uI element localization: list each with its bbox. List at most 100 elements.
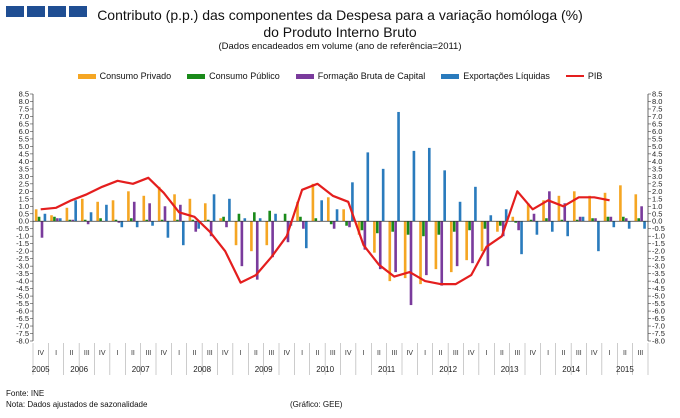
bar-forma-o-bruta-de-capital-26 <box>440 221 444 286</box>
year-label-2012: 2012 <box>439 365 457 374</box>
bar-consumo-privado-7 <box>142 195 146 222</box>
bar-exporta-es-l-quidas-35 <box>581 216 585 222</box>
y-tick-label-right: 2.5 <box>652 179 662 188</box>
quarter-label-9: I <box>178 350 180 357</box>
bar-consumo-p-blico-31 <box>514 221 518 223</box>
chart-subtitle: (Dados encadeados em volume (ano de refe… <box>218 41 462 52</box>
bar-exporta-es-l-quidas-4 <box>105 204 108 222</box>
y-tick-label-left: 0.0 <box>19 217 29 226</box>
y-tick-label-left: -0.5 <box>16 224 29 233</box>
bar-consumo-privado-33 <box>542 200 545 222</box>
legend-pib: PIB <box>565 71 603 81</box>
y-tick-label-right: -5.0 <box>652 292 665 301</box>
bar-forma-o-bruta-de-capital-1 <box>56 218 59 222</box>
bar-forma-o-bruta-de-capital-20 <box>348 221 351 228</box>
quarter-label-14: II <box>254 350 258 357</box>
bar-consumo-p-blico-33 <box>545 218 548 222</box>
quarter-label-21: I <box>363 350 365 357</box>
quarter-label-33: I <box>547 350 549 357</box>
bar-exporta-es-l-quidas-27 <box>458 201 462 222</box>
y-tick-label-right: 4.0 <box>652 157 662 166</box>
quarter-label-37: I <box>609 350 611 357</box>
y-tick-label-left: 1.0 <box>19 202 29 211</box>
y-tick-label-left: 3.0 <box>19 172 29 181</box>
bar-consumo-privado-26 <box>434 221 438 270</box>
y-tick-label-right: -7.5 <box>652 329 665 338</box>
y-tick-label-left: -4.0 <box>16 277 29 286</box>
bar-forma-o-bruta-de-capital-35 <box>578 216 582 222</box>
quarter-label-3: III <box>84 350 90 357</box>
quarter-label-25: I <box>424 350 426 357</box>
bar-consumo-p-blico-19 <box>329 221 333 225</box>
quarter-label-24: IV <box>406 350 413 357</box>
year-label-2011: 2011 <box>378 365 396 374</box>
bar-forma-o-bruta-de-capital-31 <box>517 221 520 231</box>
bar-consumo-privado-19 <box>326 197 330 222</box>
bar-consumo-p-blico-21 <box>360 221 364 231</box>
y-tick-label-left: -5.0 <box>16 292 29 301</box>
y-tick-label-left: -2.0 <box>16 247 29 256</box>
bar-exporta-es-l-quidas-17 <box>304 221 308 249</box>
legend-consumo-publico: Consumo Público <box>187 71 280 81</box>
y-tick-label-right: -3.5 <box>652 269 665 278</box>
bar-consumo-p-blico-16 <box>283 213 287 222</box>
bar-exporta-es-l-quidas-18 <box>320 200 323 222</box>
bar-forma-o-bruta-de-capital-33 <box>548 191 551 222</box>
bar-consumo-p-blico-8 <box>160 219 164 222</box>
y-tick-label-left: 3.5 <box>19 164 29 173</box>
footer-source: Fonte: INE <box>6 389 45 398</box>
bar-exporta-es-l-quidas-39 <box>643 221 646 229</box>
bar-consumo-privado-6 <box>127 191 130 222</box>
quarter-label-35: III <box>576 350 582 357</box>
bar-forma-o-bruta-de-capital-12 <box>225 221 228 228</box>
year-label-2010: 2010 <box>316 365 334 374</box>
quarter-label-28: IV <box>468 350 475 357</box>
bar-exporta-es-l-quidas-8 <box>166 221 170 238</box>
bar-consumo-p-blico-18 <box>314 218 318 222</box>
bar-consumo-p-blico-2 <box>68 219 72 222</box>
quarter-label-36: IV <box>591 350 598 357</box>
bar-consumo-p-blico-17 <box>299 216 302 222</box>
y-tick-label-left: -3.5 <box>16 269 29 278</box>
bar-forma-o-bruta-de-capital-0 <box>40 221 44 238</box>
y-tick-label-right: 5.5 <box>652 134 662 143</box>
bar-exporta-es-l-quidas-21 <box>366 152 370 222</box>
quarter-label-11: III <box>207 350 213 357</box>
y-tick-label-right: 1.0 <box>652 202 662 211</box>
bar-consumo-p-blico-37 <box>606 216 610 222</box>
bar-consumo-p-blico-28 <box>468 221 471 231</box>
bar-forma-o-bruta-de-capital-30 <box>501 221 505 237</box>
bar-forma-o-bruta-de-capital-11 <box>209 221 213 237</box>
bar-consumo-privado-35 <box>572 191 576 222</box>
legend-fbc: Formação Bruta de Capital <box>295 71 425 81</box>
y-tick-label-right: -8.0 <box>652 337 665 346</box>
bar-exporta-es-l-quidas-6 <box>135 221 139 228</box>
bar-consumo-p-blico-30 <box>499 221 502 226</box>
bar-exporta-es-l-quidas-32 <box>535 221 539 235</box>
bar-exporta-es-l-quidas-7 <box>151 221 154 226</box>
bar-exporta-es-l-quidas-26 <box>443 170 446 222</box>
chart-title: Contributo (p.p.) das componentes da Des… <box>0 7 680 41</box>
y-tick-label-left: 1.5 <box>19 194 29 203</box>
quarter-label-34: II <box>561 350 565 357</box>
y-tick-label-right: 0.5 <box>652 209 662 218</box>
bar-consumo-privado-10 <box>188 198 192 222</box>
quarter-label-29: I <box>486 350 488 357</box>
bar-consumo-privado-12 <box>219 218 222 222</box>
bar-consumo-p-blico-34 <box>560 219 564 222</box>
y-tick-label-right: -2.0 <box>652 247 665 256</box>
bar-exporta-es-l-quidas-19 <box>335 209 339 222</box>
year-label-2006: 2006 <box>70 365 88 374</box>
y-tick-label-left: 6.5 <box>19 119 29 128</box>
quarter-label-2: II <box>69 350 73 357</box>
bar-forma-o-bruta-de-capital-38 <box>624 218 628 222</box>
bar-consumo-p-blico-20 <box>345 221 348 226</box>
quarter-label-22: II <box>377 350 381 357</box>
bar-exporta-es-l-quidas-2 <box>74 200 77 222</box>
legend-label: PIB <box>587 71 603 81</box>
bar-consumo-privado-29 <box>480 221 484 252</box>
bar-consumo-p-blico-11 <box>206 219 210 222</box>
bar-forma-o-bruta-de-capital-29 <box>486 221 490 267</box>
bar-consumo-privado-13 <box>234 221 238 246</box>
bar-consumo-p-blico-24 <box>406 221 410 235</box>
